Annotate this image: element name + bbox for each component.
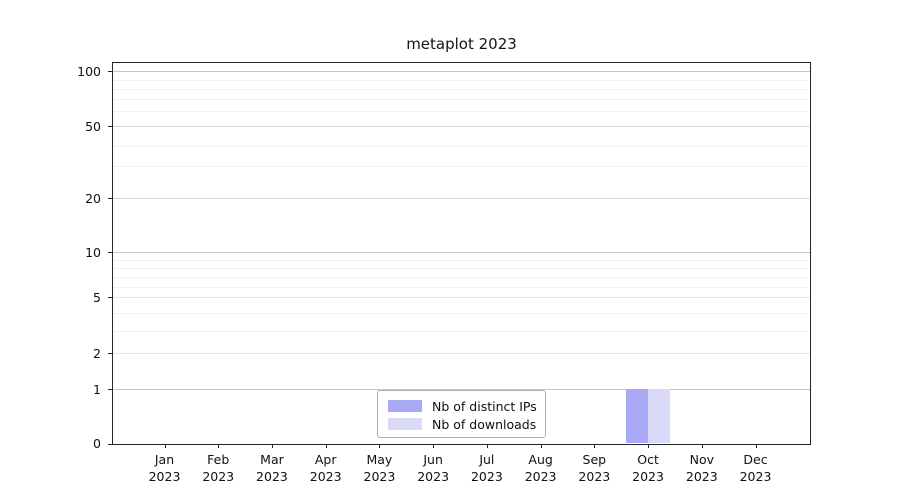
x-tick-mark-may xyxy=(379,444,380,448)
y-tick-mark-50 xyxy=(108,126,112,127)
y-tick-mark-10 xyxy=(108,252,112,253)
gridline-y-70 xyxy=(113,99,810,100)
gridline-y-50 xyxy=(113,126,810,127)
x-tick-label-dec: Dec 2023 xyxy=(726,451,786,485)
month-year: 2023 xyxy=(256,469,288,484)
gridline-y-5 xyxy=(113,297,810,298)
x-tick-mark-mar xyxy=(272,444,273,448)
plot-area-border xyxy=(112,62,811,445)
y-tick-label-10: 10 xyxy=(85,244,101,260)
month-name: Jun xyxy=(423,452,443,467)
month-year: 2023 xyxy=(417,469,450,484)
month-year: 2023 xyxy=(148,469,181,484)
x-tick-mark-dec xyxy=(756,444,757,448)
y-tick-mark-20 xyxy=(108,198,112,199)
legend-color-swatch-distinct-ips xyxy=(388,400,422,412)
month-year: 2023 xyxy=(685,469,718,484)
y-tick-mark-0 xyxy=(108,444,112,445)
x-tick-mark-oct xyxy=(648,444,649,448)
x-tick-mark-sep xyxy=(594,444,595,448)
month-year: 2023 xyxy=(202,469,235,484)
gridline-y-30 xyxy=(113,166,810,167)
month-name: Feb xyxy=(207,452,230,467)
y-tick-label-0: 0 xyxy=(93,436,101,451)
x-tick-mark-aug xyxy=(541,444,542,448)
gridline-y-100 xyxy=(113,71,810,72)
gridline-y-10 xyxy=(113,252,810,253)
month-year: 2023 xyxy=(739,469,772,484)
month-name: Apr xyxy=(314,452,337,467)
chart-title: metaplot 2023 xyxy=(406,35,517,53)
x-tick-label-mar: Mar 2023 xyxy=(242,451,302,485)
gridline-y-7 xyxy=(113,277,810,278)
month-year: 2023 xyxy=(578,469,611,484)
month-year: 2023 xyxy=(309,469,342,484)
month-year: 2023 xyxy=(524,469,557,484)
x-tick-mark-jul xyxy=(487,444,488,448)
legend: Nb of distinct IPs Nb of downloads xyxy=(377,390,546,438)
x-tick-mark-feb xyxy=(218,444,219,448)
legend-label: Nb of downloads xyxy=(432,416,537,432)
month-year: 2023 xyxy=(632,469,664,484)
month-name: Mar xyxy=(260,452,284,467)
gridline-y-9 xyxy=(113,260,810,261)
gridline-y-6 xyxy=(113,287,810,288)
legend-item-distinct-ips: Nb of distinct IPs xyxy=(388,397,545,415)
x-tick-label-jul: Jul 2023 xyxy=(457,451,517,485)
month-name: Dec xyxy=(743,452,768,467)
gridline-y-1 xyxy=(113,389,810,390)
y-tick-label-20: 20 xyxy=(85,190,101,206)
month-name: Jan xyxy=(154,452,175,467)
y-tick-label-50: 50 xyxy=(85,118,101,134)
x-tick-label-nov: Nov 2023 xyxy=(672,451,732,485)
bar-oct-2023-series0 xyxy=(626,389,649,443)
month-year: 2023 xyxy=(363,469,396,484)
x-tick-label-feb: Feb 2023 xyxy=(188,451,248,485)
y-tick-mark-1 xyxy=(108,389,112,390)
legend-label: Nb of distinct IPs xyxy=(432,398,537,414)
bar-oct-2023-series1 xyxy=(648,389,671,443)
x-tick-mark-jun xyxy=(433,444,434,448)
x-tick-mark-apr xyxy=(326,444,327,448)
x-tick-label-may: May 2023 xyxy=(349,451,409,485)
gridline-y-60 xyxy=(113,111,810,112)
y-tick-label-5: 5 xyxy=(93,289,101,305)
gridline-y-8 xyxy=(113,268,810,269)
y-tick-label-2: 2 xyxy=(93,345,101,361)
month-year: 2023 xyxy=(470,469,503,484)
legend-item-downloads: Nb of downloads xyxy=(388,415,545,433)
month-name: Aug xyxy=(528,452,553,467)
gridline-y-4 xyxy=(113,313,810,314)
x-tick-label-oct: Oct 2023 xyxy=(618,451,678,485)
month-name: Oct xyxy=(637,452,659,467)
x-tick-label-apr: Apr 2023 xyxy=(296,451,356,485)
legend-color-swatch-downloads xyxy=(388,418,422,430)
month-name: Nov xyxy=(689,452,714,467)
month-name: Sep xyxy=(582,452,607,467)
gridline-y-2 xyxy=(113,353,810,354)
x-tick-mark-jan xyxy=(165,444,166,448)
gridline-y-90 xyxy=(113,80,810,81)
y-tick-label-100: 100 xyxy=(77,63,101,79)
y-tick-mark-5 xyxy=(108,297,112,298)
x-tick-label-jan: Jan 2023 xyxy=(135,451,195,485)
x-tick-label-jun: Jun 2023 xyxy=(403,451,463,485)
y-tick-label-1: 1 xyxy=(93,381,101,397)
x-tick-mark-nov xyxy=(702,444,703,448)
gridline-y-40 xyxy=(113,146,810,147)
gridline-y-20 xyxy=(113,198,810,199)
gridline-y-3 xyxy=(113,331,810,332)
y-tick-mark-100 xyxy=(108,71,112,72)
month-name: May xyxy=(366,452,393,467)
x-tick-label-aug: Aug 2023 xyxy=(511,451,571,485)
gridline-y-80 xyxy=(113,89,810,90)
y-tick-mark-2 xyxy=(108,353,112,354)
month-name: Jul xyxy=(479,452,495,467)
x-tick-label-sep: Sep 2023 xyxy=(564,451,624,485)
